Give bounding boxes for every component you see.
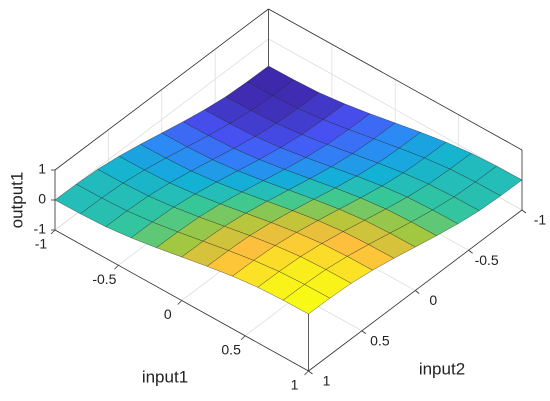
x-tick-label: 1	[291, 377, 299, 393]
tick-mark	[177, 300, 183, 305]
tick-mark	[415, 290, 420, 294]
tick-mark	[50, 229, 56, 235]
x-tick-label: 0	[164, 306, 172, 322]
y-tick-label: 0	[429, 292, 437, 308]
x-axis-title: input1	[142, 367, 188, 386]
x-tick-label: -0.5	[92, 271, 116, 287]
y-tick-label: 0.5	[370, 332, 390, 348]
y-tick-label: -0.5	[475, 252, 499, 268]
y-tick-label: -1	[534, 212, 547, 228]
tick-mark	[468, 249, 473, 254]
tick-mark	[521, 209, 527, 214]
box-edge	[268, 8, 523, 151]
tick-mark	[308, 370, 313, 375]
tick-mark	[114, 264, 119, 270]
tick-mark	[361, 330, 367, 335]
grid-line	[54, 38, 269, 201]
z-tick-label: 1	[38, 161, 46, 177]
box-edge	[54, 8, 269, 171]
grid-line	[268, 38, 523, 181]
z-axis-title: output1	[7, 172, 26, 229]
tick-mark	[240, 335, 246, 341]
y-axis-title: input2	[419, 359, 465, 378]
x-tick-label: 0.5	[221, 341, 241, 357]
z-tick-label: 0	[38, 191, 46, 207]
tick-mark	[304, 370, 309, 376]
z-tick-label: -1	[34, 221, 47, 237]
x-tick-label: -1	[35, 236, 48, 252]
y-tick-label: 1	[323, 373, 331, 389]
